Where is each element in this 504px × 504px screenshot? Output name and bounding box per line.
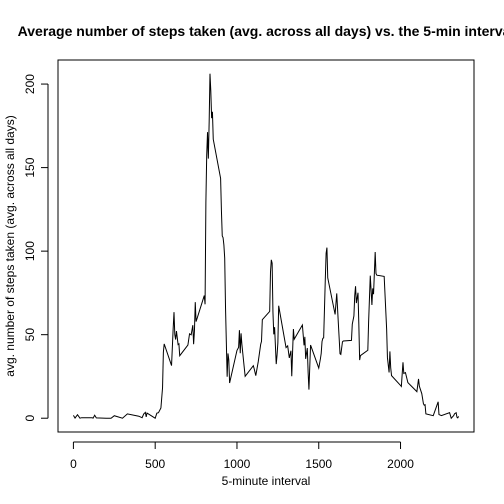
data-line	[72, 73, 460, 420]
x-tick-label: 500	[145, 457, 165, 471]
x-tick-label: 2000	[387, 457, 414, 471]
y-tick-label: 150	[23, 157, 37, 177]
chart-title: Average number of steps taken (avg. acro…	[18, 23, 504, 39]
x-tick-label: 1000	[224, 457, 251, 471]
x-axis-label: 5-minute interval	[222, 474, 311, 488]
plot-box	[57, 59, 475, 433]
x-tick-label: 0	[70, 457, 77, 471]
y-tick-label: 0	[23, 415, 37, 422]
y-tick-label: 50	[23, 328, 37, 342]
y-axis-label: avg. number of steps taken (avg. across …	[3, 115, 17, 376]
y-tick-label: 200	[23, 74, 37, 94]
x-tick-label: 1500	[305, 457, 332, 471]
y-tick-label: 100	[23, 241, 37, 261]
